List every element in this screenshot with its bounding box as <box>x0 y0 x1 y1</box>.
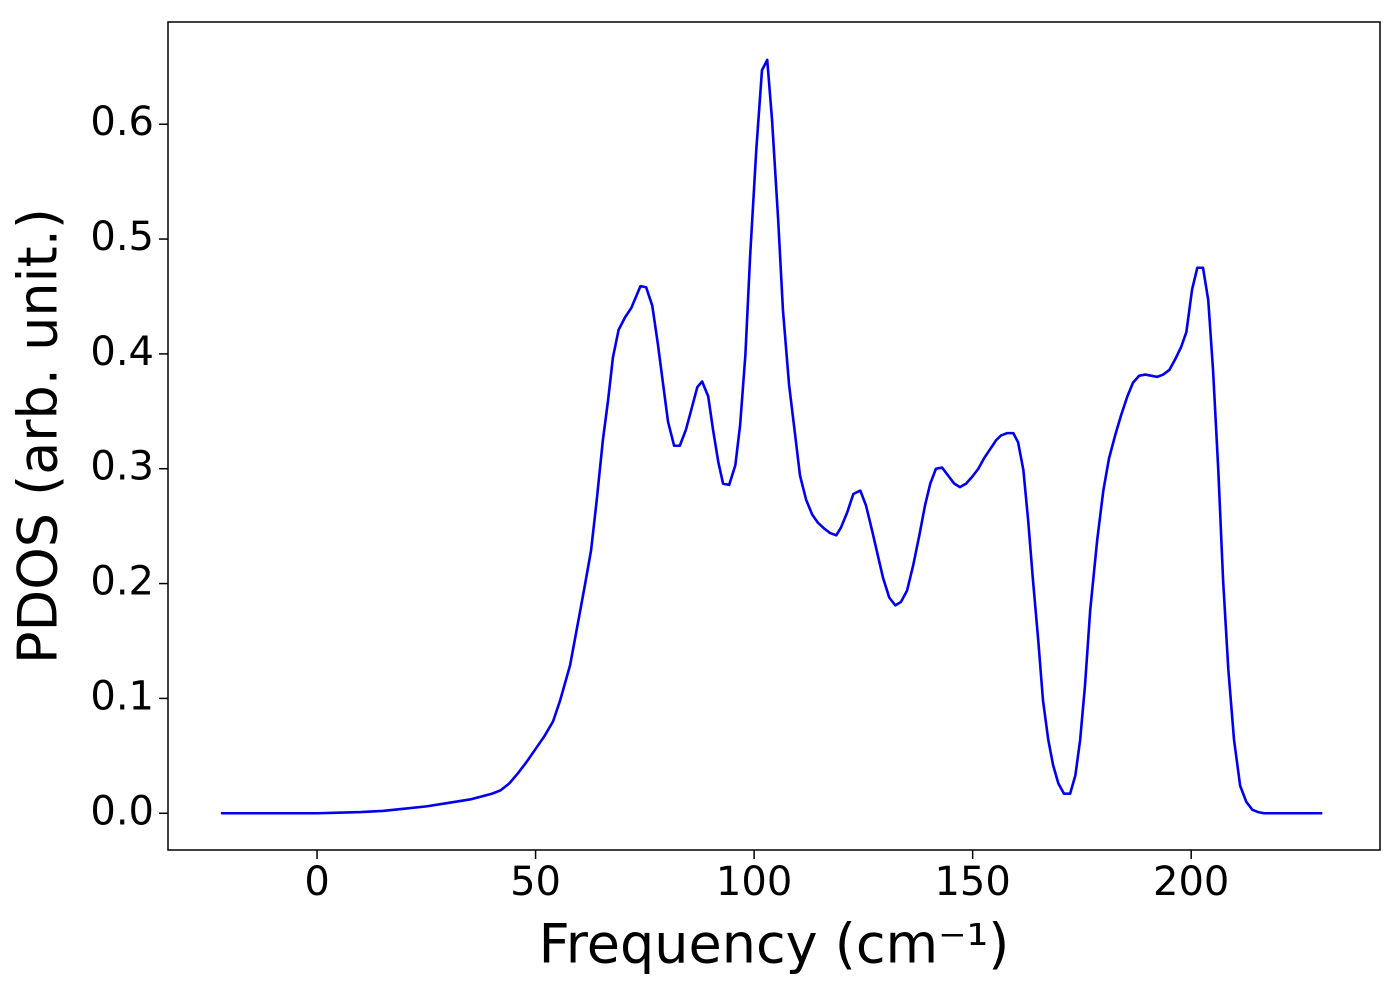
y-tick-label: 0.0 <box>90 788 154 834</box>
y-tick-label: 0.2 <box>90 559 154 605</box>
y-tick-label: 0.4 <box>90 329 154 375</box>
x-axis-label: Frequency (cm⁻¹) <box>539 913 1010 976</box>
y-tick-label: 0.5 <box>90 214 154 260</box>
data-line <box>220 58 1323 815</box>
x-tick-label: 150 <box>934 859 1010 905</box>
x-tick-label: 200 <box>1153 859 1229 905</box>
plot-frame <box>167 21 1381 851</box>
y-tick-label: 0.3 <box>90 444 154 490</box>
y-tick-label: 0.1 <box>90 673 154 719</box>
y-tick-label: 0.6 <box>90 99 154 145</box>
x-tick-label: 100 <box>716 859 792 905</box>
x-tick-label: 0 <box>304 859 329 905</box>
y-axis-label: PDOS (arb. unit.) <box>7 208 70 664</box>
x-tick-label: 50 <box>510 859 561 905</box>
